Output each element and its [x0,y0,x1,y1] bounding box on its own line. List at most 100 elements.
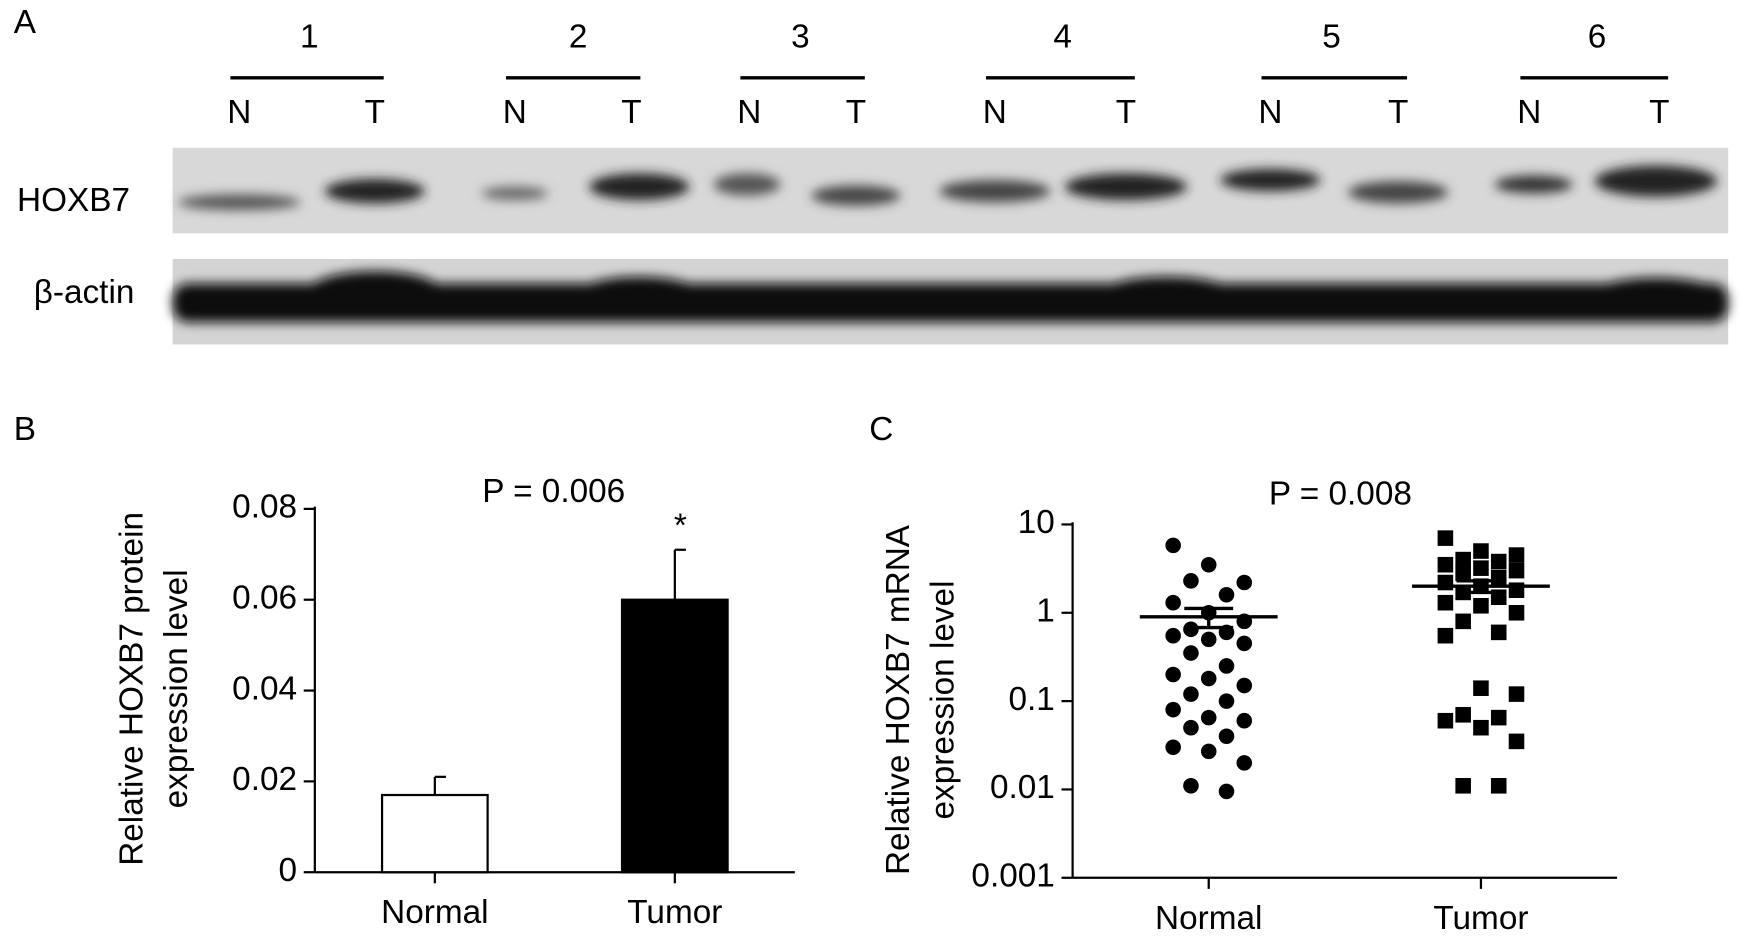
point [1200,556,1217,573]
x-tick-label: Tumor [1433,900,1528,937]
y-tick-label: 0 [279,852,298,889]
point [1200,709,1217,726]
point [1437,712,1454,729]
lane-label: T [1649,94,1669,131]
point [1218,586,1235,603]
point [1236,635,1253,652]
point [1490,569,1507,586]
lane-group-label: 3 [791,19,810,56]
point [1455,778,1471,794]
x-tick-label: Normal [381,894,488,931]
lane-label: T [1116,94,1136,131]
point [1183,719,1199,736]
x-tick-label: Normal [1155,900,1262,937]
point [1473,598,1489,614]
x-tick-label: Tumor [627,894,722,931]
y-axis-label: expression level [158,569,195,808]
point [1218,728,1235,745]
bar [620,598,729,874]
lane-label: T [846,94,866,131]
point [1218,658,1235,674]
point [1455,565,1471,582]
point [1490,709,1507,726]
y-tick-label: 0.001 [971,858,1054,895]
point [1183,645,1199,661]
point [1165,537,1181,554]
point [1200,743,1217,760]
panel-label: A [14,4,37,41]
bar [380,793,489,874]
y-tick-label: 0.08 [232,489,297,526]
lane-label: T [365,94,385,131]
lane-label: N [1258,94,1282,131]
chart-title: P = 0.008 [1269,475,1412,512]
lane-label: N [1517,94,1541,131]
point [1236,677,1253,694]
y-tick-label: 0.06 [232,580,297,617]
lane-label: N [737,94,761,131]
y-tick-label: 0.1 [1008,681,1054,718]
point [1218,783,1235,800]
row-label: β-actin [34,274,135,311]
lane-label: N [983,94,1007,131]
y-tick-label: 1 [1036,593,1055,630]
point [1165,666,1181,683]
point [1508,686,1525,702]
y-tick-label: 0.04 [232,670,297,707]
point [1508,733,1525,750]
y-tick-label: 0.02 [232,761,297,798]
point [1508,605,1525,621]
point [1473,543,1489,559]
point [1183,686,1199,702]
point [1165,739,1181,756]
point [1490,778,1507,794]
point [1165,701,1181,718]
point [1218,693,1235,709]
chart-title: P = 0.006 [482,473,625,510]
point [1236,574,1253,591]
point [1183,573,1199,589]
point [1508,547,1525,563]
point [1236,755,1253,771]
point [1437,594,1454,611]
y-axis-label: expression level [925,581,962,820]
y-tick-label: 0.01 [990,769,1055,806]
row-label: HOXB7 [17,182,130,219]
point [1473,719,1489,736]
lane-group-label: 5 [1322,19,1341,56]
lane-group-label: 2 [569,19,588,56]
lane-label: N [503,94,527,131]
point [1455,613,1471,630]
y-axis-label: Relative HOXB7 protein [114,512,151,866]
lane-group-label: 6 [1588,19,1607,56]
point [1455,551,1471,568]
y-tick-label: 10 [1018,504,1055,541]
point [1473,680,1489,696]
lane-group-label: 4 [1053,19,1072,56]
point [1508,562,1525,579]
significance-label: * [674,507,687,544]
lane-label: T [1388,94,1408,131]
panel-label: C [869,411,893,448]
point [1183,621,1199,638]
point [1490,553,1507,570]
point [1437,627,1454,644]
point [1200,631,1217,648]
point [1200,670,1217,687]
lane-label: T [621,94,641,131]
point [1437,574,1454,591]
panel-label: B [14,411,36,448]
point [1437,530,1454,546]
lane-group-label: 1 [300,19,319,56]
point [1473,560,1489,576]
point [1183,778,1199,794]
y-axis-label: Relative HOXB7 mRNA [880,524,917,875]
lane-label: N [227,94,251,131]
point [1490,624,1507,641]
bands [172,165,1729,323]
point [1437,556,1454,573]
point [1165,627,1181,644]
point [1165,594,1181,611]
point [1455,707,1471,723]
